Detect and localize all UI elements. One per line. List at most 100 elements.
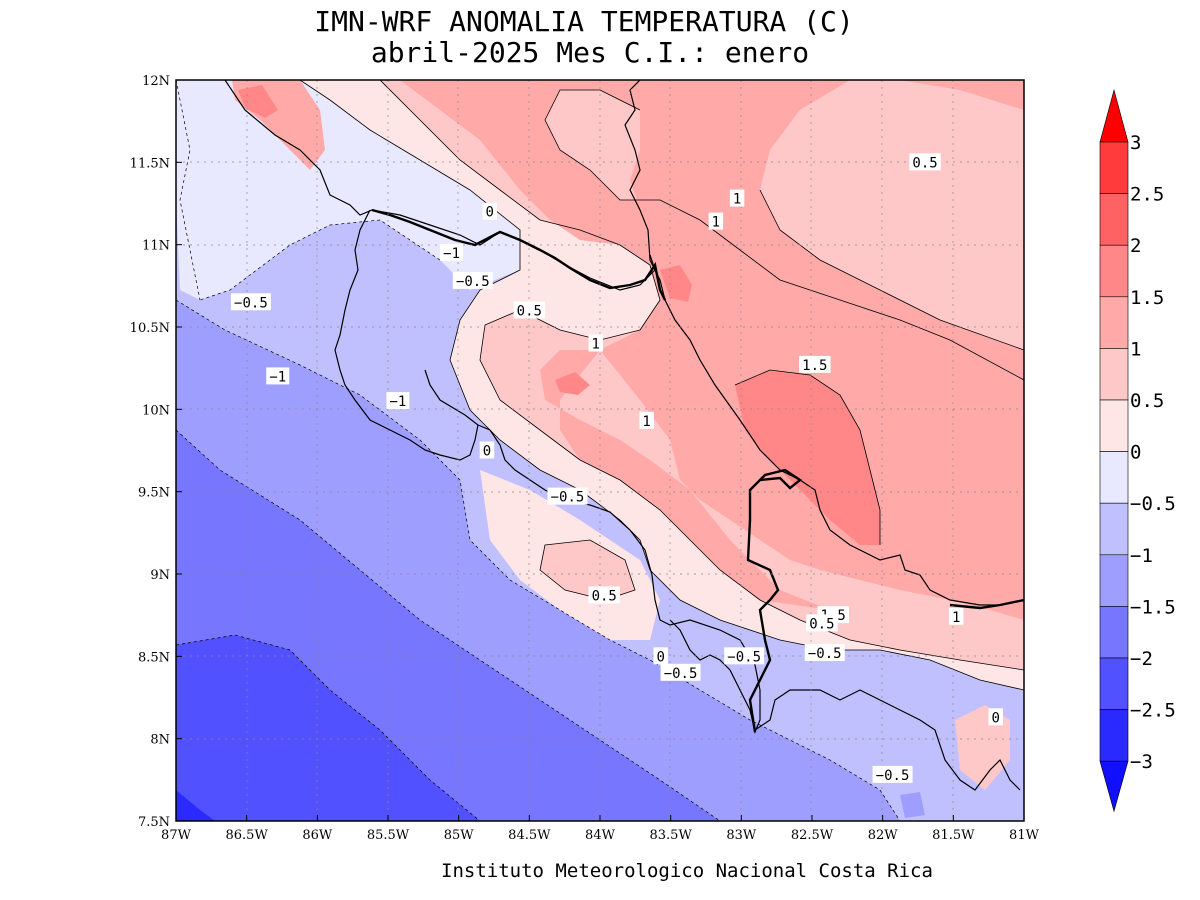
contour-label: 1 xyxy=(642,414,650,430)
contour-label-bg xyxy=(799,355,831,373)
colorbar-swatch xyxy=(1099,709,1129,762)
country-borders xyxy=(371,208,1024,733)
colorbar-swatch xyxy=(1099,451,1129,504)
band-15-to-2 xyxy=(735,370,880,545)
contour-label-bg xyxy=(452,271,493,289)
map-grid xyxy=(176,80,1024,821)
colorbar-swatch xyxy=(1099,399,1129,452)
negative-contours xyxy=(176,80,901,821)
contour-label: −1 xyxy=(443,246,460,262)
colorbar-swatch xyxy=(1099,606,1129,659)
contour-label-bg xyxy=(804,644,845,662)
title-line-1: IMN-WRF ANOMALIA TEMPERATURA (C) xyxy=(314,5,853,38)
contour-label-bg xyxy=(729,189,745,207)
band-15-to-2-mid xyxy=(555,372,590,395)
band-minus3-to-minus25 xyxy=(176,790,215,821)
colorbar-level-label: −2 xyxy=(1130,648,1153,670)
contour-label-bg xyxy=(266,367,290,385)
colorbar-bottom-arrow xyxy=(1099,760,1129,813)
band-15-to-2-small xyxy=(660,265,692,302)
contour-label: −0.5 xyxy=(727,649,761,665)
contour-label: 0 xyxy=(992,710,1000,726)
contour-label: 0 xyxy=(483,444,491,460)
contour-label: −0.5 xyxy=(551,490,585,506)
contour-label-bg xyxy=(708,212,724,230)
band-minus15-spot xyxy=(900,792,925,818)
contour-label-bg xyxy=(482,202,498,220)
caribbean-coastline xyxy=(624,80,1024,606)
y-tick-label: 11N xyxy=(142,239,170,254)
nicaragua-cr-border xyxy=(371,208,667,301)
y-tick-label: 11.5N xyxy=(130,156,170,171)
contour-label-bg xyxy=(386,392,410,410)
colorbar-level-label: 0 xyxy=(1130,442,1141,464)
contour-label-bg xyxy=(948,607,964,625)
band-minus25-to-minus2 xyxy=(176,635,480,821)
band-15-to-2-nw xyxy=(238,85,278,118)
contour-label: −1 xyxy=(269,369,286,385)
y-tick-label: 8N xyxy=(150,733,170,748)
contour-label-bg xyxy=(988,708,1003,726)
contour-label: 1 xyxy=(733,192,741,208)
cr-panama-border xyxy=(746,468,803,733)
contour-label-bg xyxy=(639,411,654,429)
colorbar-swatch xyxy=(1099,348,1129,401)
y-tick-label: 8.5N xyxy=(138,650,170,665)
colorbar-swatch xyxy=(1099,141,1129,194)
x-tick-label: 84.5W xyxy=(508,828,551,843)
contour-label: 0 xyxy=(486,205,494,221)
y-tick-label: 9.5N xyxy=(138,486,170,501)
colorbar-swatch xyxy=(1099,193,1129,246)
contour-label: 1 xyxy=(592,336,600,352)
contour-label-bg xyxy=(588,586,620,604)
contour-label: −1 xyxy=(389,394,406,410)
colorbar-swatch xyxy=(1099,554,1129,607)
anomaly-field xyxy=(176,80,1024,821)
contour-label-bg xyxy=(230,293,271,311)
contour-label: −0.5 xyxy=(234,295,268,311)
contour-lines xyxy=(299,80,1024,691)
colorbar-level-label: 3 xyxy=(1130,132,1141,154)
footer-credit: Instituto Meteorologico Nacional Costa R… xyxy=(441,860,933,882)
contour-label: −0.5 xyxy=(876,768,910,784)
colorbar-level-label: −0.5 xyxy=(1130,493,1176,515)
contour-label: 0.5 xyxy=(517,304,542,320)
contour-label-bg xyxy=(547,487,588,505)
band-05-to-1-south xyxy=(540,540,635,600)
colorbar-swatch xyxy=(1099,502,1129,556)
contour-label: 0.5 xyxy=(592,588,617,604)
band-1-to-15-ne xyxy=(630,80,1024,440)
contour-label: 0.5 xyxy=(809,616,834,632)
panama-colombia-border xyxy=(949,598,1024,610)
colorbar-swatch xyxy=(1099,296,1129,349)
y-tick-label: 9N xyxy=(150,568,170,583)
colorbar-level-label: 2 xyxy=(1130,235,1141,257)
contour-label: −0.5 xyxy=(456,274,490,290)
colorbar-level-label: 1.5 xyxy=(1130,287,1164,309)
y-tick-label: 12N xyxy=(142,74,170,89)
colorbar-top-arrow xyxy=(1099,88,1129,143)
x-tick-label: 84W xyxy=(585,828,616,843)
y-tick-label: 7.5N xyxy=(138,815,170,830)
x-tick-label: 83W xyxy=(726,828,757,843)
coastlines xyxy=(224,80,1024,791)
contour-label: 1 xyxy=(712,215,720,231)
contour-label: −0.5 xyxy=(664,666,698,682)
x-tick-label: 85.5W xyxy=(367,828,410,843)
pacific-coastline xyxy=(224,80,761,734)
x-tick-label: 85W xyxy=(444,828,475,843)
contour-label-bg xyxy=(653,647,669,665)
contour-label: 1 xyxy=(952,610,960,626)
x-tick-label: 82W xyxy=(868,828,899,843)
x-tick-label: 81.5W xyxy=(932,828,975,843)
contour-labels: 0.5110−1−0.5−0.50.511.5−1−110−0.50.51.50… xyxy=(230,153,1003,784)
colorbar: 3 2.5 2 1.5 1 0.5 0 −0.5 −1 −1.5 −2 −2.5 −3 xyxy=(1099,88,1176,813)
contour-label: −0.5 xyxy=(808,646,842,662)
colorbar-level-label: 0.5 xyxy=(1130,390,1164,412)
x-axis-ticks: 87W 86.5W 86W 85.5W 85W 84.5W 84W 83.5W 83W 82.5W… xyxy=(161,815,1040,843)
contour-label-bg xyxy=(660,663,701,681)
contour-label-bg xyxy=(806,614,838,632)
x-tick-label: 82.5W xyxy=(791,828,834,843)
x-tick-label: 81W xyxy=(1009,828,1040,843)
